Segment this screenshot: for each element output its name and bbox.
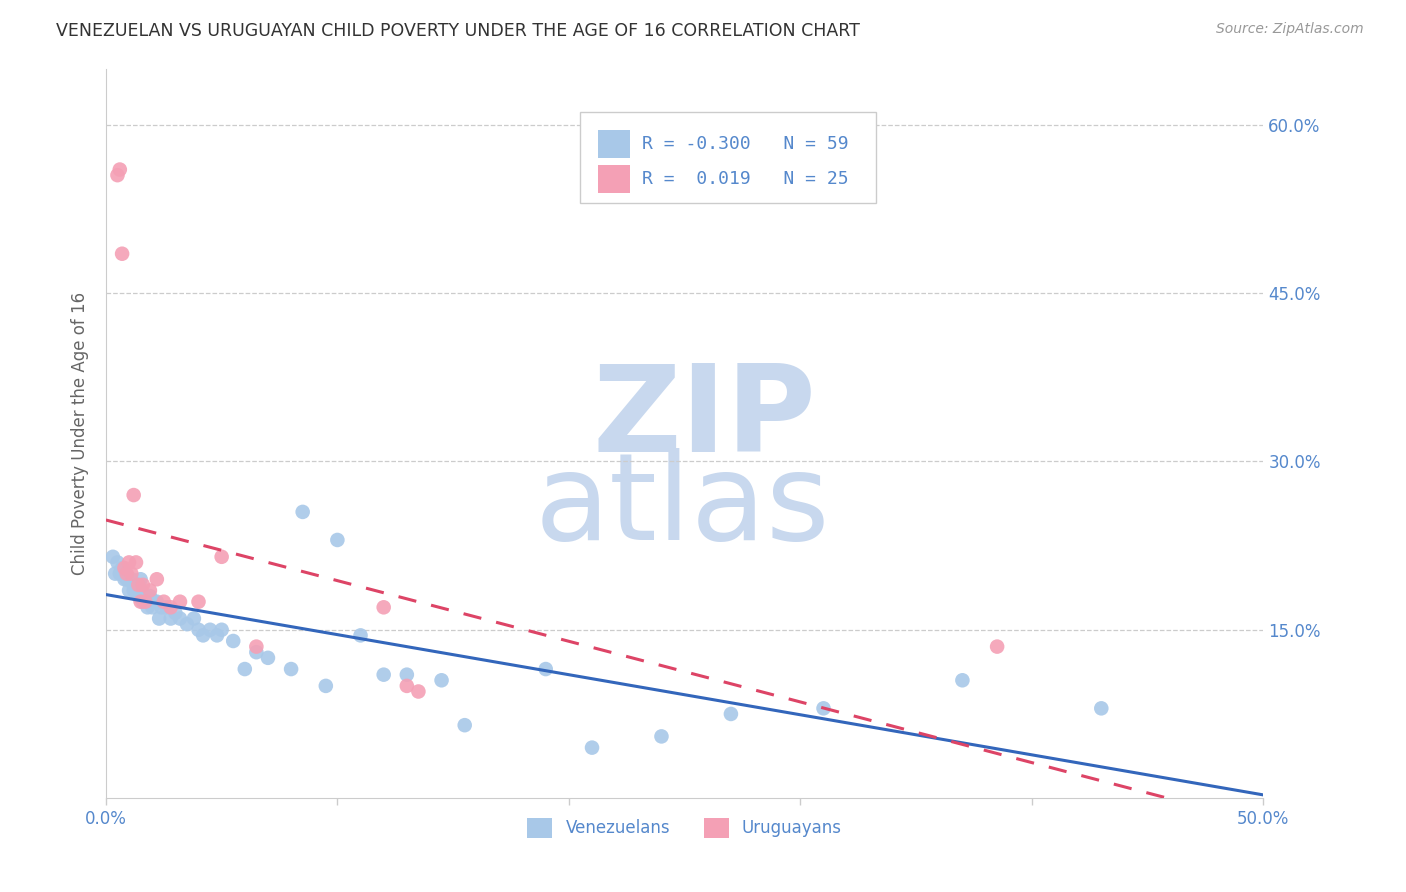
Point: [122, 578, 145, 592]
Point: [143, 595, 166, 609]
Point: [112, 561, 135, 575]
Point: [136, 595, 159, 609]
Point: [349, 628, 371, 642]
Point: [205, 628, 228, 642]
Point: [950, 673, 973, 688]
Point: [1090, 701, 1112, 715]
Point: [146, 572, 169, 586]
Point: [326, 533, 349, 547]
Point: [159, 600, 181, 615]
Point: [129, 572, 152, 586]
Point: [169, 595, 191, 609]
Point: [198, 623, 221, 637]
Point: [146, 595, 169, 609]
Point: [408, 684, 430, 698]
Point: [115, 572, 138, 586]
Point: [373, 600, 395, 615]
Point: [148, 611, 170, 625]
Point: [139, 583, 162, 598]
Point: [127, 589, 149, 603]
Point: [108, 162, 131, 177]
Point: [176, 617, 198, 632]
Point: [132, 578, 155, 592]
Point: [115, 566, 138, 581]
Point: [118, 583, 141, 598]
Point: [155, 600, 177, 615]
Point: [233, 662, 256, 676]
FancyBboxPatch shape: [598, 165, 630, 193]
Point: [245, 640, 267, 654]
Point: [108, 566, 131, 581]
Text: Source: ZipAtlas.com: Source: ZipAtlas.com: [1216, 22, 1364, 37]
Text: VENEZUELAN VS URUGUAYAN CHILD POVERTY UNDER THE AGE OF 16 CORRELATION CHART: VENEZUELAN VS URUGUAYAN CHILD POVERTY UN…: [56, 22, 860, 40]
Point: [152, 595, 174, 609]
Point: [191, 628, 214, 642]
Text: ZIP: ZIP: [592, 360, 815, 477]
Point: [112, 572, 135, 586]
Legend: Venezuelans, Uruguayans: Venezuelans, Uruguayans: [520, 811, 849, 845]
Point: [291, 505, 314, 519]
Point: [111, 561, 134, 575]
Point: [107, 168, 129, 182]
Point: [120, 566, 142, 581]
Point: [122, 583, 145, 598]
Point: [125, 583, 148, 598]
Point: [129, 583, 152, 598]
Point: [141, 600, 163, 615]
Point: [280, 662, 302, 676]
Point: [454, 718, 477, 732]
Point: [120, 572, 142, 586]
Point: [125, 578, 148, 592]
Point: [127, 578, 149, 592]
Point: [581, 740, 603, 755]
Point: [165, 606, 187, 620]
Point: [118, 572, 141, 586]
Text: atlas: atlas: [534, 448, 830, 565]
Point: [245, 645, 267, 659]
Point: [211, 623, 233, 637]
Point: [125, 556, 148, 570]
Text: R = -0.300   N = 59: R = -0.300 N = 59: [641, 135, 848, 153]
Point: [101, 549, 124, 564]
Point: [430, 673, 453, 688]
FancyBboxPatch shape: [581, 112, 876, 203]
Point: [211, 549, 233, 564]
Point: [122, 488, 145, 502]
Point: [183, 611, 205, 625]
Point: [150, 600, 173, 615]
Point: [136, 600, 159, 615]
Y-axis label: Child Poverty Under the Age of 16: Child Poverty Under the Age of 16: [72, 292, 89, 574]
Point: [107, 556, 129, 570]
Point: [315, 679, 337, 693]
Point: [373, 667, 395, 681]
Point: [720, 706, 742, 721]
Point: [650, 730, 672, 744]
Point: [222, 634, 245, 648]
Point: [534, 662, 557, 676]
Point: [132, 595, 155, 609]
Point: [395, 679, 418, 693]
Point: [986, 640, 1008, 654]
Point: [257, 650, 280, 665]
Point: [134, 589, 156, 603]
Point: [169, 611, 191, 625]
Point: [112, 566, 135, 581]
Point: [139, 589, 162, 603]
Point: [104, 566, 127, 581]
Point: [159, 611, 181, 625]
FancyBboxPatch shape: [598, 130, 630, 158]
Point: [813, 701, 835, 715]
Point: [111, 246, 134, 260]
Point: [118, 556, 141, 570]
Text: R =  0.019   N = 25: R = 0.019 N = 25: [641, 169, 848, 187]
Point: [187, 595, 209, 609]
Point: [395, 667, 418, 681]
Point: [129, 595, 152, 609]
Point: [134, 595, 156, 609]
Point: [187, 623, 209, 637]
